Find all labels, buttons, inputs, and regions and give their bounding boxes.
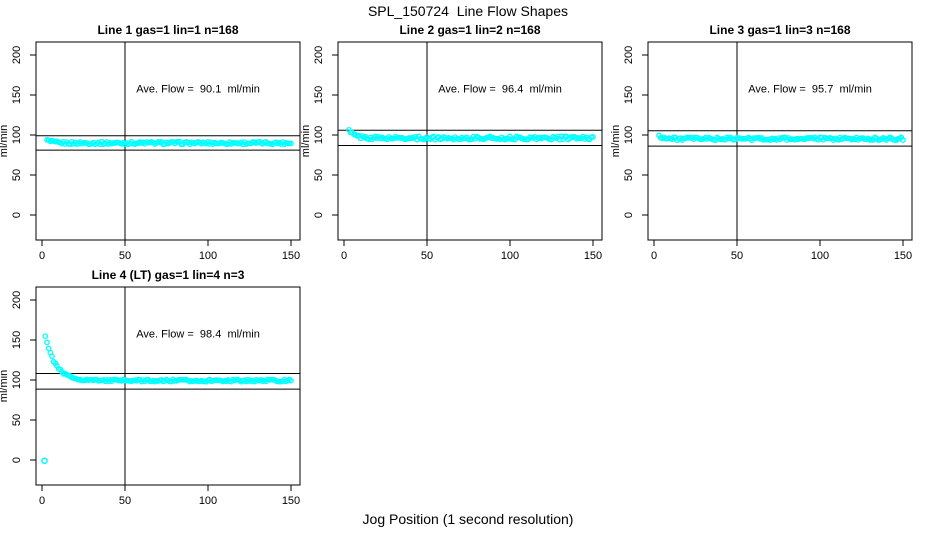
y-tick-label: 50 bbox=[623, 169, 635, 181]
data-point bbox=[42, 333, 49, 339]
y-axis: 0 50 100 150 200 bbox=[623, 46, 648, 218]
x-tick-label: 100 bbox=[199, 250, 217, 262]
y-tick-label: 200 bbox=[11, 291, 23, 309]
y-tick-label: 0 bbox=[11, 212, 23, 218]
data-point bbox=[44, 339, 50, 346]
y-tick-label: 200 bbox=[623, 46, 635, 64]
y-axis: 0 50 100 150 200 bbox=[313, 46, 338, 218]
x-axis: 0 50 100 150 bbox=[39, 485, 300, 507]
x-axis: 0 50 100 150 bbox=[39, 240, 300, 262]
outlier-point bbox=[41, 457, 48, 465]
x-tick-label: 50 bbox=[119, 495, 131, 507]
y-tick-label: 100 bbox=[623, 126, 635, 144]
y-tick-label: 150 bbox=[313, 86, 325, 104]
y-tick-label: 50 bbox=[11, 414, 23, 426]
y-tick-label: 50 bbox=[11, 169, 23, 181]
y-tick-label: 100 bbox=[313, 126, 325, 144]
x-tick-label: 150 bbox=[584, 250, 602, 262]
flow-panel: Line 2 gas=1 lin=2 n=168 0 50 100 150 200 ml/m… bbox=[300, 23, 603, 262]
plot-box bbox=[647, 41, 913, 241]
ave-flow-annotation: Ave. Flow = 96.4 ml/min bbox=[438, 84, 562, 96]
data-point bbox=[590, 134, 596, 140]
x-tick-label: 100 bbox=[199, 495, 217, 507]
y-axis: 0 50 100 150 200 bbox=[11, 46, 36, 218]
x-axis-label: Jog Position (1 second resolution) bbox=[362, 511, 574, 527]
y-tick-label: 150 bbox=[11, 331, 23, 349]
y-axis-title: ml/min bbox=[0, 125, 10, 157]
x-axis: 0 50 100 150 bbox=[341, 240, 602, 262]
y-axis: 0 50 100 150 200 bbox=[11, 291, 36, 463]
panel-title: Line 1 gas=1 lin=1 n=168 bbox=[97, 23, 238, 37]
x-tick-label: 0 bbox=[651, 250, 657, 262]
panel-title: Line 4 (LT) gas=1 lin=4 n=3 bbox=[92, 268, 245, 282]
x-tick-label: 100 bbox=[501, 250, 519, 262]
x-axis: 0 50 100 150 bbox=[651, 240, 912, 262]
flow-panel: Line 1 gas=1 lin=1 n=168 0 50 100 150 200 ml/m… bbox=[0, 23, 301, 262]
data-points bbox=[346, 126, 596, 143]
x-tick-label: 0 bbox=[341, 250, 347, 262]
data-points bbox=[44, 136, 294, 148]
x-tick-label: 150 bbox=[894, 250, 912, 262]
x-tick-label: 100 bbox=[811, 250, 829, 262]
y-tick-label: 0 bbox=[623, 212, 635, 218]
y-axis-title: ml/min bbox=[610, 125, 622, 157]
y-tick-label: 50 bbox=[313, 169, 325, 181]
figure-title: SPL_150724 Line Flow Shapes bbox=[367, 3, 569, 19]
x-tick-label: 150 bbox=[282, 250, 300, 262]
data-point bbox=[49, 353, 55, 360]
data-points bbox=[656, 132, 906, 144]
flow-panel: Line 4 (LT) gas=1 lin=4 n=3 0 50 100 150 200 m… bbox=[0, 268, 301, 507]
flow-panel: Line 3 gas=1 lin=3 n=168 0 50 100 150 200 ml/m… bbox=[610, 23, 913, 262]
panel-title: Line 3 gas=1 lin=3 n=168 bbox=[709, 23, 850, 37]
ave-flow-annotation: Ave. Flow = 95.7 ml/min bbox=[748, 84, 872, 96]
ave-flow-annotation: Ave. Flow = 90.1 ml/min bbox=[136, 84, 260, 96]
y-tick-label: 0 bbox=[11, 457, 23, 463]
plot-box bbox=[35, 286, 301, 486]
y-axis-title: ml/min bbox=[0, 370, 10, 402]
ave-flow-annotation: Ave. Flow = 98.4 ml/min bbox=[136, 329, 260, 341]
y-tick-label: 200 bbox=[11, 46, 23, 64]
plot-box bbox=[35, 41, 301, 241]
y-tick-label: 100 bbox=[11, 126, 23, 144]
panel-title: Line 2 gas=1 lin=2 n=168 bbox=[399, 23, 540, 37]
x-tick-label: 50 bbox=[731, 250, 743, 262]
y-tick-label: 0 bbox=[313, 212, 325, 218]
data-point bbox=[288, 140, 294, 147]
x-tick-label: 0 bbox=[39, 495, 45, 507]
y-tick-label: 150 bbox=[11, 86, 23, 104]
data-point bbox=[288, 377, 294, 384]
y-tick-label: 100 bbox=[11, 371, 23, 389]
data-point bbox=[900, 137, 906, 143]
x-tick-label: 0 bbox=[39, 250, 45, 262]
y-tick-label: 150 bbox=[623, 86, 635, 104]
x-tick-label: 50 bbox=[421, 250, 433, 262]
x-tick-label: 50 bbox=[119, 250, 131, 262]
x-tick-label: 150 bbox=[282, 495, 300, 507]
plot-box bbox=[337, 41, 603, 241]
y-tick-label: 200 bbox=[313, 46, 325, 64]
data-points bbox=[41, 333, 294, 465]
y-axis-title: ml/min bbox=[300, 125, 312, 157]
